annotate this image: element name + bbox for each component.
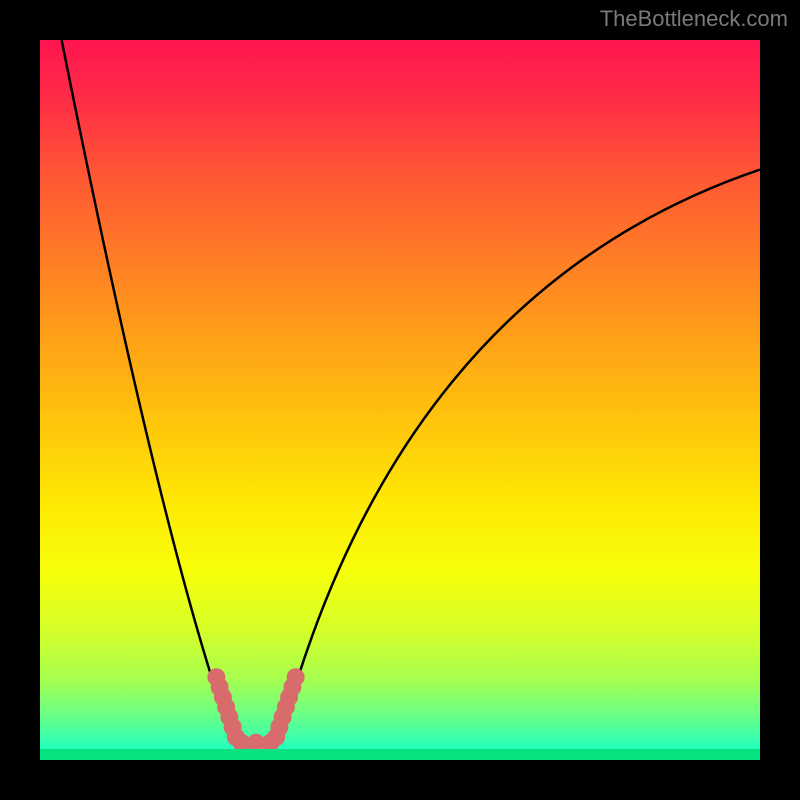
watermark-text: TheBottleneck.com (600, 6, 788, 32)
right-curve (281, 170, 760, 735)
curve-layer (40, 40, 760, 760)
plot-area (40, 40, 760, 760)
trough-marker (207, 668, 304, 752)
chart-root: TheBottleneck.com (0, 0, 800, 800)
left-curve (62, 40, 231, 735)
bottom-band (40, 749, 760, 760)
